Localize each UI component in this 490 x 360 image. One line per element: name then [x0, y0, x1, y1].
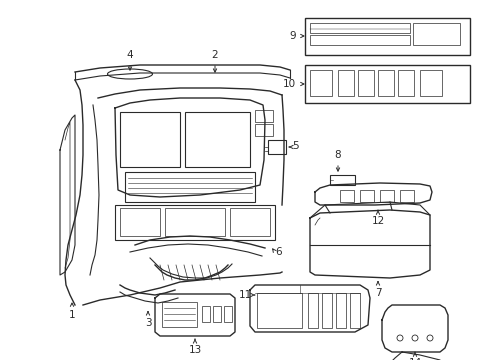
Text: 10: 10	[283, 79, 296, 89]
Bar	[360, 190, 374, 202]
Bar	[322, 293, 332, 328]
Bar	[230, 208, 270, 236]
Bar	[378, 70, 394, 96]
Text: 3: 3	[145, 318, 151, 328]
Text: 11: 11	[239, 290, 252, 300]
Bar	[185, 112, 250, 167]
Bar	[305, 18, 470, 55]
Bar	[350, 293, 360, 328]
Bar	[257, 293, 302, 328]
Bar	[125, 172, 255, 202]
Bar	[120, 208, 160, 236]
Text: 6: 6	[275, 247, 282, 257]
Bar	[308, 293, 318, 328]
Bar	[305, 65, 470, 103]
Text: 4: 4	[127, 50, 133, 60]
Bar	[310, 35, 410, 45]
Bar	[165, 208, 225, 236]
Bar	[413, 23, 460, 45]
Bar	[255, 124, 273, 136]
Bar	[310, 70, 332, 96]
Text: 9: 9	[290, 31, 296, 41]
Text: 5: 5	[292, 141, 298, 151]
Bar	[338, 70, 354, 96]
Bar	[310, 23, 410, 33]
Text: 13: 13	[188, 345, 201, 355]
Text: 8: 8	[335, 150, 342, 160]
Text: 7: 7	[375, 288, 381, 298]
Bar	[202, 306, 210, 322]
Bar	[330, 175, 355, 185]
Bar	[420, 70, 442, 96]
Bar	[380, 190, 394, 202]
Bar	[336, 293, 346, 328]
Bar	[340, 190, 354, 202]
Bar	[358, 70, 374, 96]
Bar	[224, 306, 232, 322]
Bar	[255, 110, 273, 122]
Text: 2: 2	[212, 50, 219, 60]
Text: 1: 1	[69, 310, 75, 320]
Bar	[268, 140, 286, 154]
Text: 12: 12	[371, 216, 385, 226]
Text: 14: 14	[408, 358, 421, 360]
Bar	[162, 302, 197, 327]
Bar	[115, 205, 275, 240]
Bar	[213, 306, 221, 322]
Bar	[120, 112, 180, 167]
Bar	[398, 70, 414, 96]
Bar	[400, 190, 414, 202]
